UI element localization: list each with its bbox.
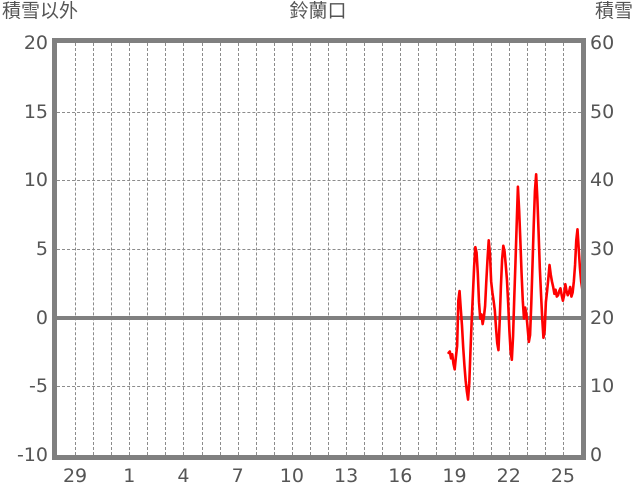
x-axis-tick-label: 1 xyxy=(123,465,136,487)
x-axis-tick-label: 13 xyxy=(334,465,359,487)
right-axis-unit-label: 積雪 xyxy=(594,0,633,22)
right-axis-tick-label: 40 xyxy=(590,169,615,192)
right-axis-tick-label: 30 xyxy=(590,238,615,260)
x-axis-tick-label: 29 xyxy=(62,465,88,487)
x-axis-tick-label: 25 xyxy=(550,465,576,487)
right-axis-tick-label: 0 xyxy=(590,444,603,466)
left-axis-tick-label: 5 xyxy=(35,238,48,260)
left-axis-tick-label: -10 xyxy=(16,444,48,466)
right-axis-tick-label: 50 xyxy=(590,100,615,123)
plot-inner xyxy=(57,43,581,455)
right-axis-tick-label: 10 xyxy=(590,375,615,398)
x-axis-tick-label: 16 xyxy=(388,465,413,487)
left-axis-tick-label: 20 xyxy=(23,32,48,54)
gridline-horizontal xyxy=(57,249,581,250)
plot-area xyxy=(52,38,586,460)
right-axis-tick-label: 20 xyxy=(590,306,615,329)
gridline-horizontal xyxy=(57,111,581,113)
gridline-horizontal xyxy=(57,386,581,388)
x-axis-tick-label: 10 xyxy=(279,465,304,487)
left-axis-tick-label: -5 xyxy=(29,375,48,398)
x-axis-tick-label: 22 xyxy=(496,465,521,487)
left-axis-tick-label: 15 xyxy=(23,100,48,123)
x-axis-tick-label: 4 xyxy=(177,465,190,487)
left-axis-tick-label: 0 xyxy=(35,306,48,329)
page-title: 鈴蘭口 xyxy=(289,0,347,22)
series-line-temperature xyxy=(447,173,581,401)
zero-line xyxy=(57,315,581,320)
right-axis-tick-label: 60 xyxy=(590,32,615,54)
left-axis-tick-label: 10 xyxy=(23,169,48,192)
left-axis-unit-label: 積雪以外 xyxy=(2,0,79,22)
x-axis-tick-label: 19 xyxy=(442,465,467,487)
x-axis-tick-label: 7 xyxy=(231,465,244,487)
gridline-horizontal xyxy=(57,180,581,182)
